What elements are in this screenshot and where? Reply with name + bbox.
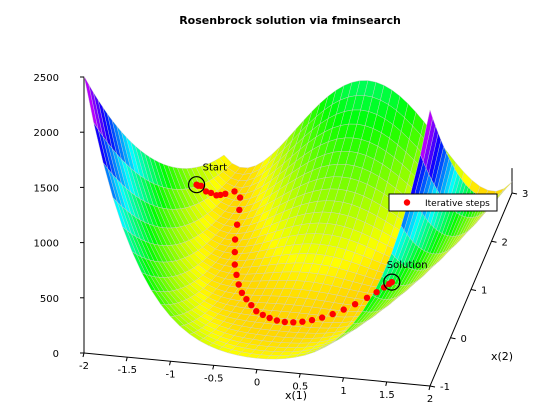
iteration-point <box>231 188 238 195</box>
iteration-point <box>388 278 395 286</box>
x-tick-mark <box>298 373 301 378</box>
legend-box <box>388 193 498 212</box>
legend: Iterative steps <box>388 193 498 212</box>
iteration-point <box>236 206 243 214</box>
y-tick-label: 2 <box>502 237 508 248</box>
iteration-point <box>233 221 241 228</box>
iteration-point <box>363 294 371 301</box>
iteration-point <box>197 182 205 189</box>
y-tick-label: 0 <box>461 334 467 345</box>
iteration-point <box>231 261 238 268</box>
y-tick-label: -1 <box>440 382 450 393</box>
iteration-point <box>217 191 224 199</box>
iteration-point <box>231 248 238 256</box>
iteration-point <box>308 316 316 324</box>
x-axis-label: x(1) <box>285 389 307 402</box>
z-tick-label: 1000 <box>34 239 59 250</box>
y-tick-label: 1 <box>481 286 487 297</box>
solution-label: Solution <box>387 260 428 271</box>
iteration-point <box>266 314 273 322</box>
x-tick-label: 2 <box>427 394 433 405</box>
x-tick-mark <box>255 369 258 374</box>
x-tick-label: 0 <box>254 378 260 389</box>
y-tick-mark <box>470 289 477 291</box>
legend-marker <box>403 199 411 206</box>
iteration-point <box>290 319 297 326</box>
y-tick-label: 3 <box>522 189 528 200</box>
z-tick-label: 2500 <box>34 73 59 84</box>
iteration-point <box>340 306 347 313</box>
chart-title: Rosenbrock solution via fminsearch <box>179 14 401 27</box>
x-tick-label: 0.5 <box>292 382 308 393</box>
x-tick-label: -1.5 <box>118 365 138 376</box>
y-tick-mark <box>491 240 497 243</box>
x-tick-mark <box>169 361 171 366</box>
iteration-point <box>236 194 244 201</box>
x-tick-mark <box>125 357 128 362</box>
x-tick-mark <box>385 381 388 386</box>
x-tick-mark <box>212 365 215 370</box>
x-tick-label: -1 <box>166 369 176 380</box>
iteration-point <box>329 310 336 318</box>
iteration-point <box>233 271 240 278</box>
x-tick-label: -0.5 <box>204 373 224 384</box>
iteration-point <box>273 317 281 324</box>
axis-ticks: -2 -1.5 -1 -0.5 0 0.5 1 1.5 2 -1 0 1 2 3 0 500 1000 1500 2… <box>34 73 529 405</box>
x-tick-mark <box>428 385 431 391</box>
x-tick-label: 1 <box>340 386 346 397</box>
solution-marker-circle <box>383 273 401 291</box>
z-tick-label: 0 <box>53 349 59 360</box>
iteration-markers <box>193 181 395 326</box>
iteration-point <box>207 189 215 197</box>
z-tick-label: 500 <box>40 294 59 305</box>
iteration-point <box>231 236 239 243</box>
iteration-point <box>243 296 250 303</box>
y-tick-mark <box>450 337 456 340</box>
x-tick-mark <box>82 352 85 358</box>
y-tick-mark <box>511 192 518 195</box>
rosenbrock-surface <box>83 75 513 360</box>
annotations: Start Solution <box>188 163 428 291</box>
iteration-point <box>281 318 288 326</box>
start-marker-circle <box>188 176 206 194</box>
start-label: Start <box>203 163 228 174</box>
z-tick-label: 1500 <box>34 183 59 194</box>
legend-label: Iterative steps <box>425 199 490 209</box>
x-tick-label: 1.5 <box>379 390 395 401</box>
iteration-point <box>351 301 359 308</box>
surface-patch <box>420 109 433 163</box>
iteration-point <box>202 188 210 195</box>
x-tick-label: -2 <box>79 361 89 372</box>
y-axis-label: x(2) <box>491 350 513 363</box>
iteration-point <box>318 314 326 321</box>
z-tick-label: 2000 <box>34 128 59 139</box>
iteration-point <box>373 289 380 296</box>
iteration-point <box>299 318 306 325</box>
iteration-point <box>235 281 242 288</box>
iteration-point <box>253 308 260 315</box>
iteration-point <box>248 302 255 309</box>
iteration-point <box>259 311 266 319</box>
x-tick-mark <box>342 377 344 382</box>
y-tick-mark <box>429 385 436 388</box>
iteration-point <box>222 190 229 197</box>
iteration-point <box>238 289 246 296</box>
iteration-point <box>380 284 388 291</box>
